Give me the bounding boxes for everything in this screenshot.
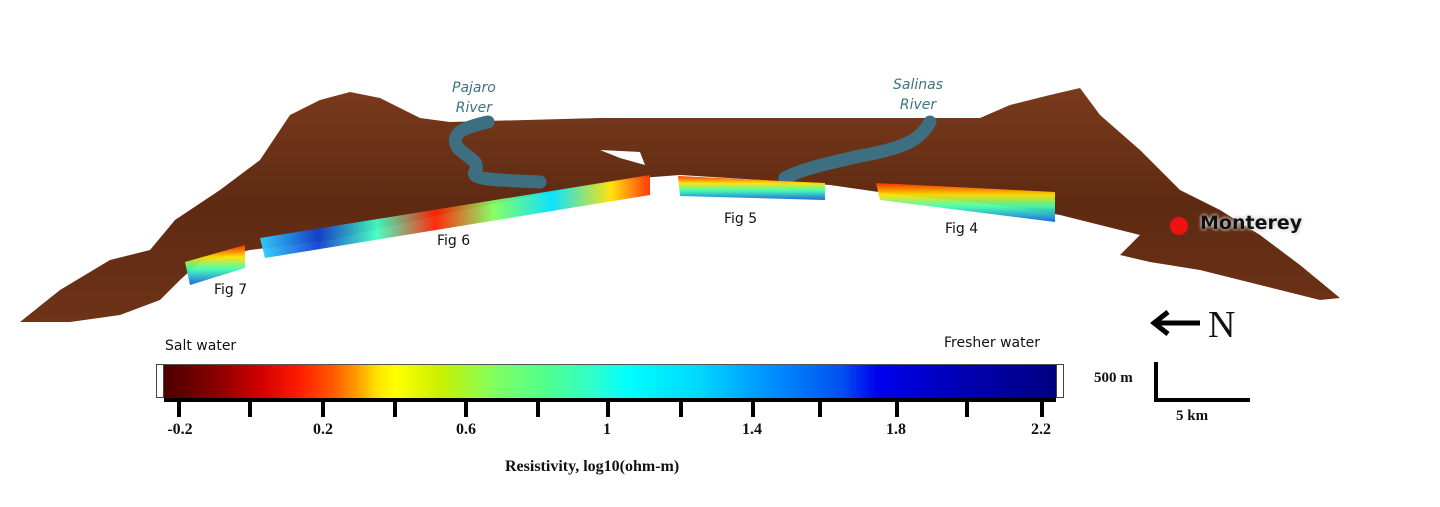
colorbar-high-cap xyxy=(1056,364,1064,398)
salinas-river-label: Salinas River xyxy=(893,75,943,115)
scale-horizontal-label: 5 km xyxy=(1176,408,1209,424)
north-arrow-icon xyxy=(1150,310,1200,336)
section-fig6 xyxy=(260,175,650,258)
tick xyxy=(895,400,899,417)
terrain-map xyxy=(20,88,1340,322)
salt-water-label: Salt water xyxy=(165,338,237,354)
tick-label: 2.2 xyxy=(1031,421,1051,438)
pajaro-line1: Pajaro xyxy=(452,80,496,96)
tick xyxy=(965,400,969,417)
tick xyxy=(248,400,252,417)
tick xyxy=(177,400,181,417)
fresher-water-label: Fresher water xyxy=(944,335,1040,351)
tick xyxy=(751,400,755,417)
colorbar xyxy=(164,364,1056,399)
section-fig5 xyxy=(678,176,825,200)
colorbar-low-cap xyxy=(156,364,164,398)
colorbar-title: Resistivity, log10(ohm-m) xyxy=(505,458,680,475)
tick-label: 1 xyxy=(603,421,611,438)
pajaro-line2: River xyxy=(455,100,493,116)
tick-label: 1.4 xyxy=(742,421,762,438)
colorbar-axis xyxy=(164,398,1056,402)
section-fig7 xyxy=(185,245,245,285)
pajaro-river-label: Pajaro River xyxy=(452,78,496,118)
section-fig4 xyxy=(876,183,1055,222)
tick xyxy=(464,400,468,417)
tick-label: 0.6 xyxy=(456,421,476,438)
tick xyxy=(1040,400,1044,417)
north-label: N xyxy=(1208,304,1236,346)
fig7-label: Fig 7 xyxy=(214,282,248,298)
terrain-surface xyxy=(20,88,1340,322)
tick xyxy=(321,400,325,417)
salinas-line2: River xyxy=(899,97,937,113)
monterey-marker-icon xyxy=(1170,217,1188,235)
tick xyxy=(393,400,397,417)
tick-label: 0.2 xyxy=(313,421,333,438)
monterey-label: Monterey xyxy=(1200,212,1303,234)
tick xyxy=(606,400,610,417)
fig4-label: Fig 4 xyxy=(945,221,979,237)
scale-bar-icon xyxy=(1154,362,1250,402)
tick-label: -0.2 xyxy=(167,421,193,438)
tick-label: 1.8 xyxy=(886,421,906,438)
salinas-line1: Salinas xyxy=(893,77,943,93)
tick xyxy=(679,400,683,417)
pajaro-river xyxy=(448,115,547,189)
scale-vertical-label: 500 m xyxy=(1094,370,1133,386)
fig6-label: Fig 6 xyxy=(437,233,471,249)
fig5-label: Fig 5 xyxy=(724,211,758,227)
tick xyxy=(818,400,822,417)
tick xyxy=(536,400,540,417)
salinas-river xyxy=(778,115,937,185)
